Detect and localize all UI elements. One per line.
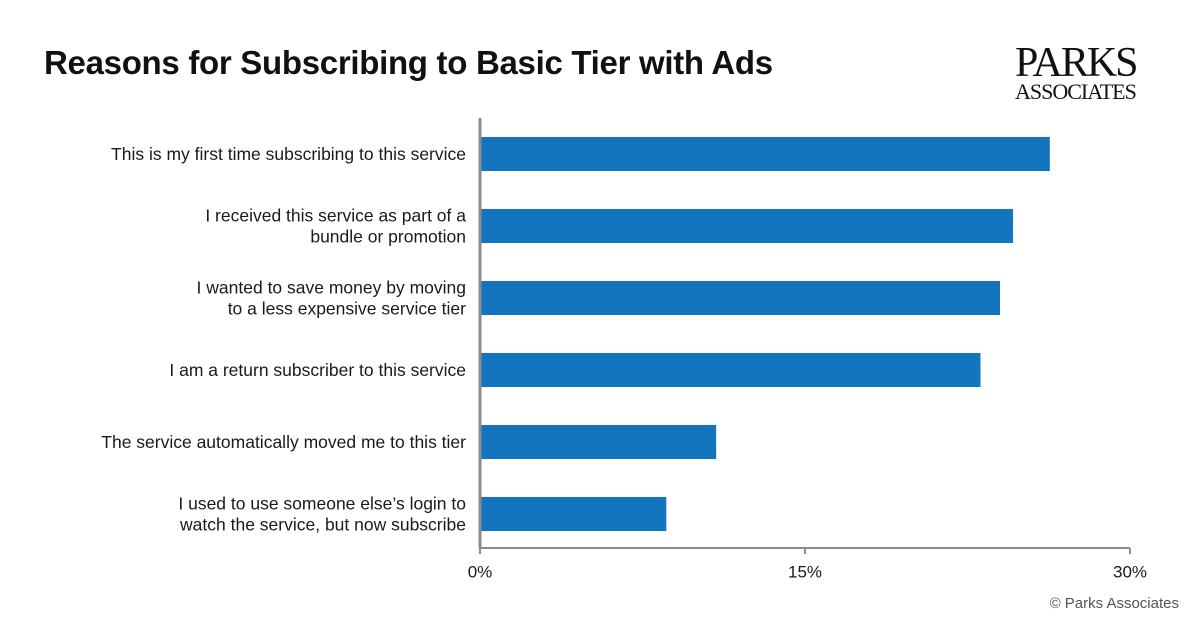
category-label-4: I am a return subscriber to this service: [169, 360, 466, 380]
logo-line-1: PARKS: [1015, 40, 1139, 86]
x-tick-label-3: 30%: [1113, 563, 1147, 582]
bar-3: [481, 281, 1000, 315]
category-label-6-line-2: watch the service, but now subscribe: [179, 515, 466, 535]
category-label-3-line-2: to a less expensive service tier: [228, 299, 466, 319]
x-tick-label-1: 0%: [468, 563, 493, 582]
bar-5: [481, 425, 717, 459]
category-label-6-line-1: I used to use someone else’s login to: [178, 494, 466, 514]
category-label-3-line-1: I wanted to save money by moving: [197, 278, 466, 298]
bar-2: [481, 209, 1013, 243]
bar-4: [481, 353, 981, 387]
category-label-1: This is my first time subscribing to thi…: [111, 144, 466, 164]
category-label-5: The service automatically moved me to th…: [101, 432, 466, 452]
copyright-notice: © Parks Associates: [1049, 595, 1179, 612]
chart-title: Reasons for Subscribing to Basic Tier wi…: [44, 44, 773, 81]
category-label-2-line-1: I received this service as part of a: [205, 206, 466, 226]
x-tick-label-2: 15%: [788, 563, 822, 582]
bar-6: [481, 497, 667, 531]
category-label-2-line-2: bundle or promotion: [310, 227, 466, 247]
parks-associates-logo: PARKS ASSOCIATES: [1015, 40, 1155, 104]
logo-line-2: ASSOCIATES: [1015, 79, 1137, 104]
bar-1: [481, 137, 1050, 171]
